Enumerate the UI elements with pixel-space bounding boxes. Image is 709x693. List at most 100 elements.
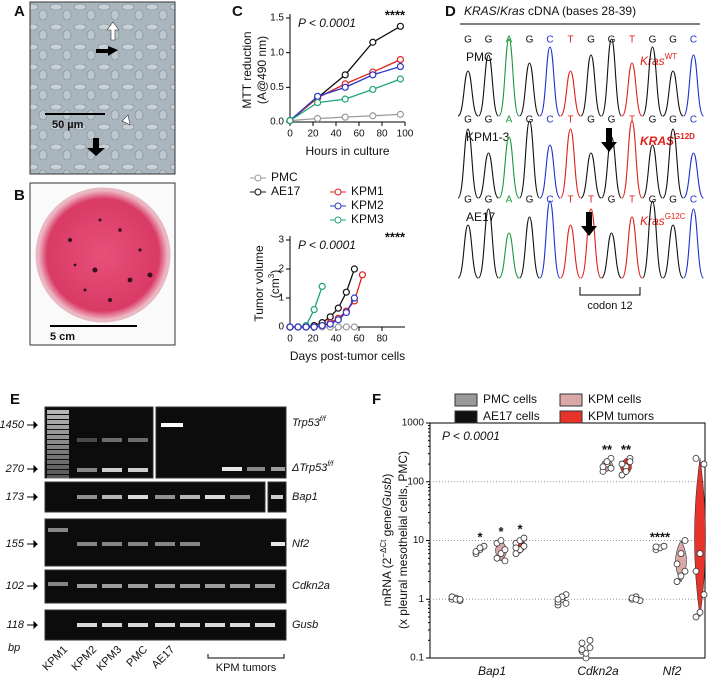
annotation: P < 0.0001 [298, 238, 356, 252]
base: T [629, 115, 635, 126]
y-tick-label: 3 [278, 235, 284, 246]
peak [539, 46, 561, 117]
base: T [629, 35, 635, 46]
base: G [649, 195, 657, 206]
allele: G12D [674, 132, 695, 141]
band [230, 623, 250, 627]
allele: WT [665, 52, 678, 61]
sample-label: AE17 [466, 210, 496, 224]
x-axis-label: Days post-tumor cells [290, 349, 405, 363]
y-axis-label: (A@490 nm) [255, 36, 269, 104]
arrow [601, 128, 617, 152]
peak [559, 70, 582, 117]
band [47, 410, 69, 414]
legend-marker [334, 202, 342, 210]
x-tick-label: Cdkn2a [577, 664, 619, 678]
point [350, 294, 358, 302]
unit: bp [8, 642, 20, 654]
y-tick-label: 10 [413, 535, 425, 546]
peak [662, 70, 684, 117]
point [334, 304, 342, 312]
t: Kras [500, 4, 525, 18]
point [677, 550, 685, 557]
point [673, 578, 681, 585]
unit: (cm [268, 278, 282, 298]
series-line [290, 268, 356, 328]
legend-label: KPM2 [351, 198, 384, 212]
peak [641, 46, 664, 117]
y-tick-label: 1.5 [270, 13, 284, 24]
panel-label: A [14, 3, 25, 20]
t: gene/ [380, 506, 394, 540]
y-tick-label: 0.0 [270, 117, 284, 128]
peak [477, 54, 500, 117]
band [47, 465, 69, 469]
marker-label: 1450 [0, 419, 25, 431]
marker-arrow [27, 581, 39, 591]
peak [600, 232, 623, 279]
marker-arrow [27, 620, 39, 630]
y-tick-label: 0.5 [270, 82, 284, 93]
base: G [485, 35, 493, 46]
significance: ** [621, 442, 632, 457]
point [626, 458, 634, 466]
significance: **** [385, 229, 406, 244]
point [369, 85, 377, 94]
x-tick-label: 80 [376, 129, 388, 140]
point [497, 537, 505, 544]
peak [559, 128, 582, 199]
legend-swatch [454, 410, 478, 424]
point [286, 117, 294, 125]
lane-label: KPM2 [69, 644, 99, 674]
legend-swatch [454, 393, 478, 407]
band [77, 468, 97, 472]
legend-marker [334, 216, 342, 224]
point [310, 323, 318, 331]
peak [682, 208, 705, 279]
point [341, 113, 349, 121]
significance: * [498, 524, 504, 539]
point [314, 98, 322, 107]
point [603, 458, 611, 466]
band [48, 582, 68, 586]
significance: * [517, 522, 523, 537]
point [493, 554, 501, 562]
point [520, 534, 528, 542]
peak [477, 208, 500, 279]
band [128, 495, 148, 499]
point [326, 320, 334, 328]
chart-c-top: 0.0 0.5 1.0 1.5 0 20 40 60 80 100 Hours in culture… [240, 7, 414, 226]
band [102, 623, 122, 627]
point [660, 542, 668, 550]
base: G [608, 195, 616, 206]
legend-label: AE17 [271, 184, 301, 198]
band [47, 440, 69, 444]
point [696, 550, 704, 557]
codon-label: codon 12 [587, 300, 632, 312]
marker-arrow [27, 420, 39, 430]
point [456, 595, 464, 603]
base: A [506, 35, 513, 46]
y-tick-label: 0.1 [410, 653, 424, 664]
genotype: KRASG12D [640, 132, 695, 148]
legend-label: AE17 cells [483, 409, 540, 423]
band [128, 438, 148, 442]
point [512, 544, 520, 552]
band [77, 623, 97, 627]
point [607, 464, 615, 472]
point [497, 550, 505, 557]
band [102, 495, 122, 499]
band [271, 495, 283, 499]
band [271, 542, 285, 546]
base: C [690, 195, 697, 206]
point [294, 323, 302, 331]
peak [682, 54, 705, 117]
x-tick-label: 100 [397, 129, 414, 140]
point [696, 608, 704, 616]
peak [518, 216, 541, 279]
peak [457, 224, 479, 279]
band [155, 495, 175, 499]
base: C [546, 195, 553, 206]
t: / [497, 4, 501, 18]
base: G [526, 195, 534, 206]
